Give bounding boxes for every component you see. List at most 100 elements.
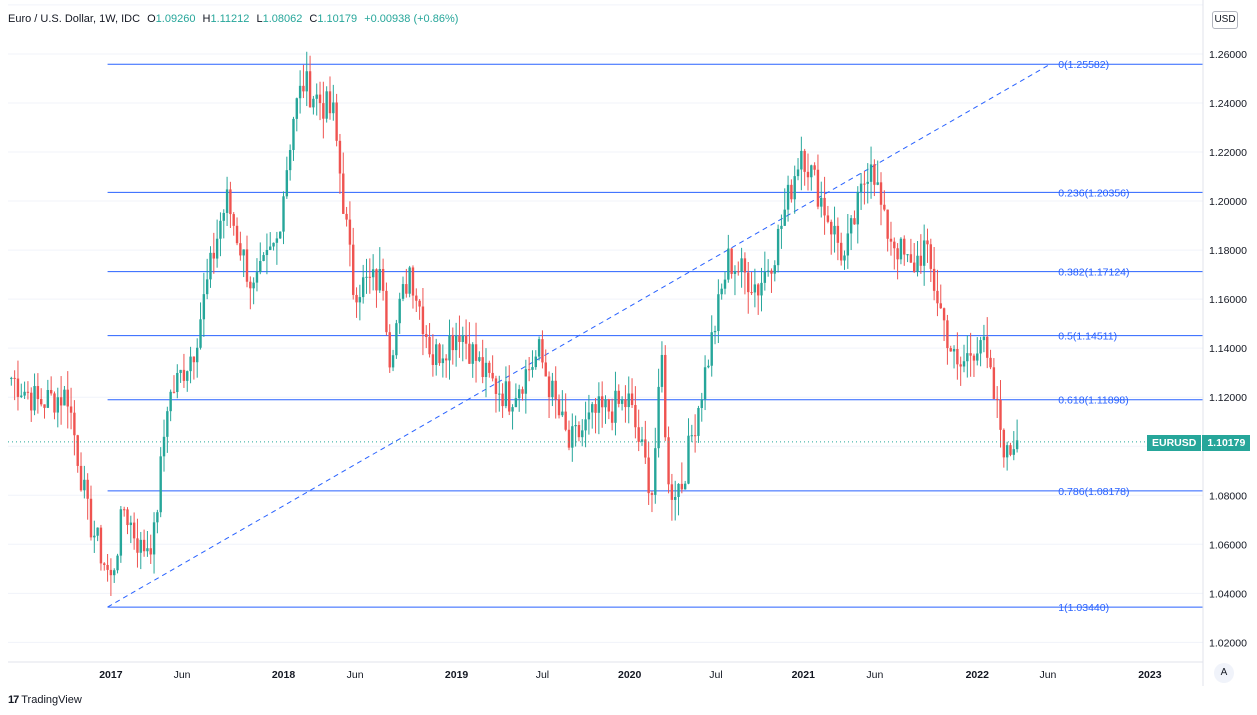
candle <box>906 253 909 263</box>
candle <box>33 373 36 416</box>
candle <box>229 181 232 228</box>
candle-body <box>607 399 611 412</box>
candle-body <box>992 367 996 399</box>
candle-body <box>106 564 109 570</box>
candle-body <box>23 391 26 396</box>
candle-body <box>428 337 431 355</box>
candle-body <box>474 344 478 361</box>
candle-body <box>454 335 458 351</box>
candle-body <box>913 262 916 272</box>
candle <box>816 154 820 210</box>
candle-body <box>265 249 269 256</box>
candle-body <box>425 334 428 338</box>
candles <box>8 51 1203 597</box>
candle-body <box>385 290 388 333</box>
candle-body <box>547 376 551 398</box>
candle <box>318 81 322 121</box>
candle-body <box>169 391 172 412</box>
candle <box>610 398 614 431</box>
candle <box>554 366 557 419</box>
price-axis[interactable]: 1.26000 1.24000 1.22000 1.20000 1.18000 1.160… <box>1209 49 1247 649</box>
candle-body <box>408 267 411 294</box>
candle <box>760 267 763 312</box>
candle-body <box>116 555 119 571</box>
candle <box>391 349 395 372</box>
candle <box>292 116 295 161</box>
candle <box>352 227 355 300</box>
candle <box>46 379 50 408</box>
candle <box>800 136 803 191</box>
last-price-symbol: EURUSD <box>1147 435 1202 451</box>
candle-body <box>345 213 348 220</box>
candle <box>86 473 89 520</box>
candle <box>587 394 591 435</box>
candle-body <box>159 456 162 513</box>
candle <box>272 242 275 251</box>
candle-body <box>255 272 259 283</box>
candle-body <box>481 357 484 378</box>
candle-body <box>929 244 933 269</box>
currency-button[interactable]: USD <box>1212 11 1238 29</box>
tradingview-brand[interactable]: 17 TradingView <box>8 694 82 706</box>
fib-trendline[interactable] <box>107 63 1051 608</box>
time-axis[interactable]: 2017 Jun 2018 Jun 2019 Jul 2020 Jul 2021 Jun 2022 J… <box>99 669 1162 681</box>
candle-body <box>415 295 418 301</box>
candle <box>747 261 750 314</box>
candle <box>667 426 670 494</box>
candle-body <box>152 522 156 555</box>
candle-body <box>521 389 524 394</box>
candle <box>853 210 856 225</box>
candle-body <box>461 335 464 342</box>
candle <box>225 176 229 226</box>
time-tick-label: Jun <box>866 669 883 681</box>
candle <box>969 332 972 377</box>
candle-body <box>713 331 717 333</box>
candle-body <box>215 238 219 259</box>
auto-scale-button[interactable]: A <box>1214 663 1234 683</box>
fibonacci-retracement[interactable]: 0(1.25582) 0.236(1.20356) 0.382(1.17124) 0.… <box>107 59 1203 614</box>
candle-body <box>557 399 561 416</box>
candle-body <box>272 242 275 247</box>
candle <box>942 307 946 342</box>
candle <box>956 332 959 380</box>
candle-body <box>896 248 899 260</box>
candle-body <box>312 98 315 108</box>
candle <box>866 163 869 204</box>
candle-body <box>26 391 30 393</box>
price-tick-label: 1.04000 <box>1209 588 1247 600</box>
candle <box>640 426 644 446</box>
candle <box>959 356 962 386</box>
candle-body <box>478 357 481 361</box>
candle-body <box>717 294 720 332</box>
candle-body <box>620 399 624 404</box>
candle <box>766 259 770 277</box>
candle-body <box>162 436 166 457</box>
candle <box>166 406 169 453</box>
candle-body <box>156 512 159 523</box>
candle-body <box>56 397 59 413</box>
low-value: 1.08062 <box>262 13 303 25</box>
time-tick-label: 2018 <box>272 669 296 681</box>
candle-body <box>972 355 976 361</box>
candle-body <box>650 493 654 495</box>
candle <box>624 385 627 423</box>
candle <box>591 401 594 429</box>
candle <box>278 231 282 239</box>
candle-body <box>49 389 53 394</box>
candle <box>365 258 368 294</box>
candle-body <box>710 332 713 366</box>
candle <box>557 394 561 419</box>
candle-body <box>869 164 873 182</box>
candle <box>132 512 136 550</box>
candle <box>93 520 96 553</box>
candle <box>119 506 123 563</box>
candle-body <box>677 483 680 497</box>
candle <box>249 276 252 310</box>
candle-body <box>883 204 886 210</box>
candle-body <box>979 340 982 354</box>
candle <box>431 334 435 377</box>
candle-body <box>20 395 23 397</box>
candle-body <box>381 268 385 291</box>
